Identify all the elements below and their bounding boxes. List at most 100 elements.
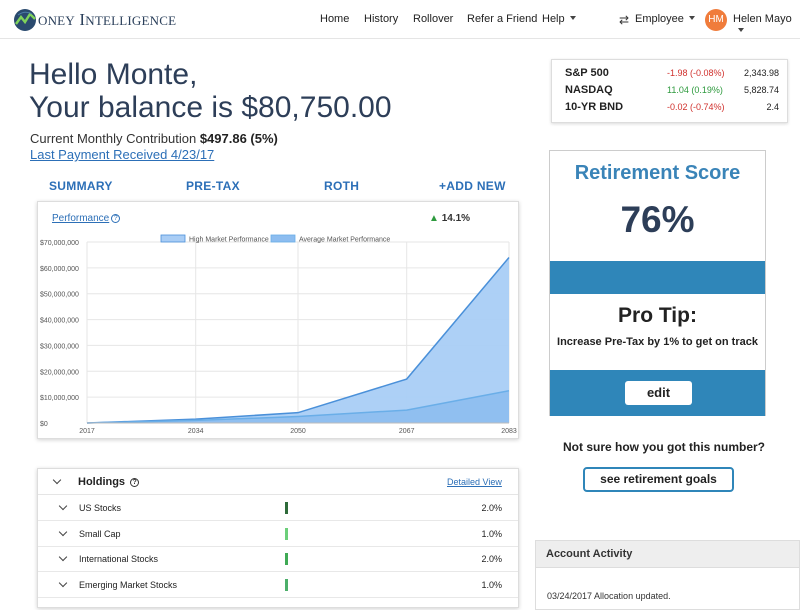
help-icon[interactable]: ? [111, 214, 121, 223]
ticker-name: S&P 500 [565, 67, 609, 79]
nav-help-dropdown[interactable]: Help [542, 13, 576, 25]
holding-bar [285, 527, 288, 540]
table-row[interactable]: Small Cap 1.0% [38, 522, 518, 547]
account-activity-header: Account Activity [536, 541, 799, 568]
table-row[interactable]: US Stocks 2.0% [38, 496, 518, 521]
y-tick-label: $10,000,000 [40, 395, 79, 402]
nav-home[interactable]: Home [320, 13, 350, 25]
score-value: 76% [620, 199, 695, 240]
x-tick-label: 2050 [290, 428, 306, 435]
performance-link[interactable]: Performance? [52, 213, 121, 224]
ticker-change: -1.98 (-0.08%) [667, 68, 725, 78]
swap-arrows-icon: ⇄ [619, 13, 630, 27]
help-icon[interactable]: ? [130, 478, 140, 487]
holding-bar [285, 578, 288, 591]
see-retirement-goals-button[interactable]: see retirement goals [583, 467, 734, 492]
ticker-value: 2,343.98 [743, 68, 779, 78]
contribution-label: Current Monthly Contribution [30, 131, 197, 146]
monthly-contribution: Current Monthly Contribution $497.86 (5%… [30, 131, 278, 146]
x-tick-label: 2067 [399, 428, 415, 435]
ticker-change: 11.04 (0.19%) [667, 85, 723, 95]
chevron-down-icon[interactable] [58, 501, 68, 511]
holding-name: Emerging Market Stocks [79, 579, 178, 590]
holdings-title: Holdings ? [78, 476, 140, 488]
avatar[interactable]: HM [705, 9, 727, 31]
holding-percent: 2.0% [481, 554, 502, 564]
ticker-value: 5,828.74 [743, 85, 779, 95]
ticker-name: NASDAQ [565, 84, 613, 96]
edit-band: edit [550, 370, 765, 416]
chevron-down-icon[interactable] [58, 527, 68, 536]
account-activity-title: Account Activity [546, 548, 633, 560]
legend-swatch [160, 234, 186, 243]
edit-button[interactable]: edit [625, 381, 692, 405]
x-tick-label: 2083 [501, 428, 517, 435]
pro-tip-title: Pro Tip: [618, 304, 697, 327]
last-payment-link[interactable]: Last Payment Received 4/23/17 [30, 147, 215, 162]
balance-line: Your balance is $80,750.00 [29, 91, 392, 124]
table-row[interactable]: Emerging Market Stocks 1.0% [38, 573, 518, 598]
pro-tip-text: Increase Pre-Tax by 1% to get on track [557, 336, 758, 348]
ticker-change: -0.02 (-0.74%) [667, 102, 725, 112]
tab-add-new[interactable]: +ADD NEW [439, 179, 506, 193]
holding-name: US Stocks [79, 503, 122, 513]
x-tick-label: 2034 [188, 428, 204, 435]
legend-label: Average Market Performance [299, 237, 390, 244]
ticker-value: 2.4 [766, 102, 779, 112]
y-tick-label: $70,000,000 [40, 240, 79, 247]
performance-chart: $0 $10,000,000 $20,000,000 $30,000,000 $40,0… [40, 234, 517, 435]
chevron-down-icon[interactable] [58, 552, 68, 562]
role-dropdown[interactable]: Employee [635, 13, 695, 25]
table-row[interactable]: International Stocks 2.0% [38, 547, 518, 572]
globe-logo-icon [14, 9, 36, 31]
holding-percent: 2.0% [481, 503, 502, 513]
holding-name: Small Cap [79, 528, 121, 539]
legend-label: High Market Performance [189, 237, 269, 244]
holdings-header: Holdings ? Detailed View [38, 469, 518, 495]
greeting-heading: Hello Monte, Your balance is $80,750.00 [29, 58, 392, 124]
contribution-value: $497.86 (5%) [199, 131, 278, 146]
performance-change: ▲ 14.1% [429, 213, 471, 224]
ticker-row: 10-YR BND -0.02 (-0.74%) 2.4 [552, 99, 787, 116]
y-tick-label: $40,000,000 [40, 318, 79, 325]
top-nav: ONEY INTELLIGENCE Home History Rollover … [0, 0, 800, 39]
nav-rollover[interactable]: Rollover [413, 13, 454, 25]
legend-swatch [270, 234, 296, 243]
detailed-view-link[interactable]: Detailed View [447, 477, 502, 487]
holding-percent: 1.0% [481, 579, 502, 590]
user-menu-dropdown[interactable]: Helen Mayo [733, 13, 800, 37]
ticker-row: NASDAQ 11.04 (0.19%) 5,828.74 [552, 82, 787, 99]
series-line-average [86, 389, 510, 424]
chevron-down-icon[interactable] [58, 578, 68, 587]
not-sure-prompt: Not sure how you got this number? [563, 440, 765, 454]
arrow-up-icon: ▲ [429, 213, 439, 224]
holding-bar [285, 553, 288, 565]
y-tick-label: $30,000,000 [40, 343, 79, 350]
activity-item: 03/24/2017 Allocation updated. [547, 591, 671, 601]
market-ticker: S&P 500 -1.98 (-0.08%) 2,343.98 NASDAQ 11.04… [551, 59, 788, 123]
y-tick-label: $0 [40, 421, 48, 428]
tab-summary[interactable]: SUMMARY [49, 179, 113, 193]
tab-pre-tax[interactable]: PRE-TAX [186, 179, 240, 193]
series-area-average [87, 390, 509, 423]
tab-roth[interactable]: ROTH [324, 179, 360, 193]
brand-logo[interactable]: ONEY INTELLIGENCE [12, 7, 176, 33]
nav-refer-a-friend[interactable]: Refer a Friend [467, 13, 538, 25]
y-tick-label: $20,000,000 [40, 369, 79, 376]
holding-name: International Stocks [79, 554, 159, 564]
holdings-card: Holdings ? Detailed View US Stocks 2.0% Sm… [37, 468, 519, 608]
performance-card: Performance? ▲ 14.1% $0 $10,000,000 $20,00… [37, 201, 519, 439]
holding-percent: 1.0% [481, 528, 502, 539]
retirement-score-card: Retirement Score 76% Pro Tip: Increase P… [549, 150, 766, 416]
series-area-high [87, 257, 509, 423]
nav-history[interactable]: History [364, 13, 399, 25]
greeting-line: Hello Monte, [29, 58, 198, 91]
holding-bar [285, 502, 288, 514]
ticker-name: 10-YR BND [565, 101, 624, 113]
chevron-down-icon[interactable] [52, 475, 62, 485]
score-title: Retirement Score [574, 162, 741, 184]
series-line-high [86, 257, 510, 424]
ticker-row: S&P 500 -1.98 (-0.08%) 2,343.98 [552, 65, 787, 82]
brand-name: ONEY INTELLIGENCE [38, 10, 177, 29]
y-tick-label: $50,000,000 [40, 292, 79, 299]
